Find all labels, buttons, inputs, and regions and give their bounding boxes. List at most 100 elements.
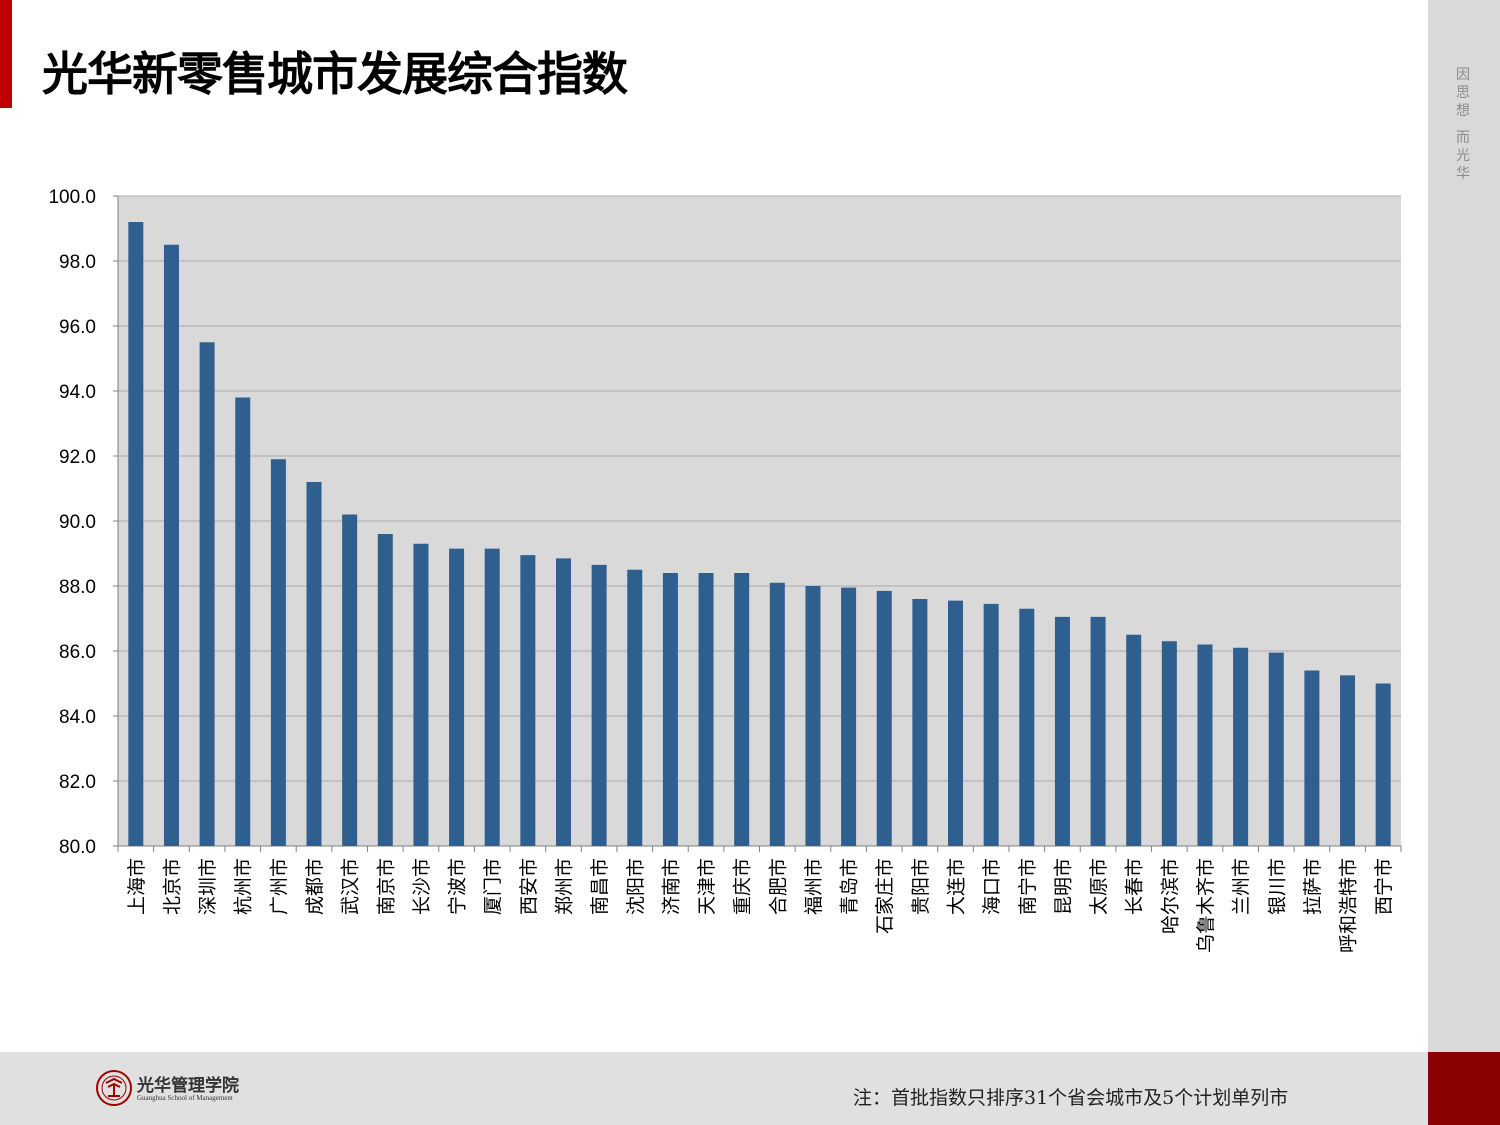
x-tick-label: 哈尔滨市 — [1159, 858, 1181, 934]
x-tick-label: 厦门市 — [482, 858, 504, 915]
y-tick-label: 96.0 — [59, 317, 96, 338]
motto-char: 华 — [1456, 166, 1470, 182]
x-tick-label: 石家庄市 — [874, 858, 896, 934]
bar — [627, 569, 643, 846]
bar — [698, 573, 714, 846]
bar — [912, 599, 928, 846]
y-tick-label: 88.0 — [59, 577, 96, 598]
footnote: 注：首批指数只排序31个省会城市及5个计划单列市 — [853, 1087, 1289, 1109]
y-tick-label: 86.0 — [59, 642, 96, 663]
bar — [662, 573, 678, 846]
logo-name: 光华管理学院 — [137, 1076, 239, 1096]
bar — [983, 603, 999, 846]
x-tick-label: 上海市 — [126, 858, 148, 915]
x-tick-label: 乌鲁木齐市 — [1195, 858, 1217, 953]
bar — [948, 600, 964, 846]
bar — [1375, 683, 1391, 846]
x-tick-label: 青岛市 — [839, 858, 861, 915]
bar — [413, 543, 429, 846]
x-tick-label: 济南市 — [660, 858, 682, 915]
motto-char: 想 — [1456, 103, 1470, 119]
x-tick-label: 昆明市 — [1052, 858, 1074, 915]
bar — [1233, 647, 1249, 846]
bar — [1304, 670, 1320, 846]
bar — [235, 397, 251, 846]
bar — [1161, 641, 1177, 846]
x-tick-label: 南京市 — [375, 858, 397, 915]
motto-char: 思 — [1456, 85, 1470, 101]
x-tick-label: 武汉市 — [340, 858, 362, 915]
y-tick-label: 98.0 — [59, 252, 96, 273]
bar — [1019, 608, 1035, 846]
x-tick-label: 天津市 — [696, 858, 718, 915]
bar — [841, 587, 857, 846]
bar — [377, 534, 393, 846]
bar — [1340, 675, 1356, 846]
y-tick-label: 90.0 — [59, 512, 96, 533]
x-tick-label: 宁波市 — [447, 858, 469, 915]
x-tick-label: 太原市 — [1088, 858, 1110, 915]
x-tick-label: 广州市 — [268, 858, 290, 915]
x-tick-label: 成都市 — [304, 858, 326, 915]
x-tick-label: 呼和浩特市 — [1338, 858, 1360, 953]
motto-vertical-text: 因 思 想 而 光 华 — [1452, 66, 1474, 183]
peking-university-seal-icon — [96, 1070, 132, 1106]
bar — [199, 342, 215, 846]
x-tick-label: 郑州市 — [553, 858, 575, 915]
x-tick-label: 沈阳市 — [625, 858, 647, 915]
y-tick-label: 94.0 — [59, 382, 96, 403]
x-tick-label: 拉萨市 — [1302, 858, 1324, 915]
x-tick-label: 深圳市 — [197, 858, 219, 915]
bar — [769, 582, 785, 846]
x-tick-label: 福州市 — [803, 858, 825, 915]
x-tick-label: 南宁市 — [1017, 858, 1039, 915]
title-accent-bar — [0, 0, 12, 108]
bar-chart: 80.0 82.0 84.0 86.0 88.0 90.0 92.0 94.0 96.0 98.0… — [48, 187, 1402, 953]
footer-band — [0, 1052, 1428, 1125]
footer-red-corner — [1428, 1052, 1500, 1125]
bar — [805, 586, 821, 846]
y-tick-label: 82.0 — [59, 772, 96, 793]
motto-char: 光 — [1456, 148, 1470, 164]
bar — [1054, 616, 1070, 846]
x-tick-label: 海口市 — [981, 858, 1003, 915]
bar — [484, 548, 500, 846]
x-tick-label: 银川市 — [1266, 858, 1288, 915]
bar — [270, 459, 286, 846]
bar — [306, 482, 322, 846]
motto-char: 而 — [1456, 130, 1470, 146]
bar — [449, 548, 465, 846]
right-side-strip — [1428, 0, 1500, 1125]
school-logo: 光华管理学院 Guanghua School of Management — [95, 1067, 255, 1111]
bar — [342, 514, 358, 846]
x-tick-label: 西宁市 — [1373, 858, 1395, 915]
bar — [1197, 644, 1213, 846]
x-tick-label: 北京市 — [161, 858, 183, 915]
bar — [128, 222, 144, 846]
x-tick-label: 长春市 — [1124, 858, 1146, 915]
x-tick-label: 南昌市 — [589, 858, 611, 915]
bar — [520, 555, 536, 846]
x-tick-label: 杭州市 — [233, 858, 255, 915]
bar — [163, 244, 179, 846]
y-tick-label: 100.0 — [48, 187, 96, 208]
x-tick-label: 重庆市 — [732, 858, 754, 915]
bar — [1268, 652, 1284, 846]
y-tick-label: 84.0 — [59, 707, 96, 728]
bar — [876, 590, 892, 846]
logo-subtitle: Guanghua School of Management — [137, 1094, 233, 1102]
x-tick-label: 长沙市 — [411, 858, 433, 915]
y-tick-label: 80.0 — [59, 837, 96, 858]
x-tick-label: 合肥市 — [767, 858, 789, 915]
bar — [1090, 616, 1106, 846]
bar — [734, 573, 750, 846]
bar — [555, 558, 571, 846]
x-tick-label: 西安市 — [518, 858, 540, 915]
page-title: 光华新零售城市发展综合指数 — [42, 47, 628, 101]
motto-char: 因 — [1456, 67, 1470, 83]
y-tick-label: 92.0 — [59, 447, 96, 468]
x-tick-label: 大连市 — [946, 858, 968, 915]
bar — [591, 564, 607, 846]
x-tick-label: 兰州市 — [1231, 858, 1253, 915]
x-tick-label: 贵阳市 — [910, 858, 932, 915]
